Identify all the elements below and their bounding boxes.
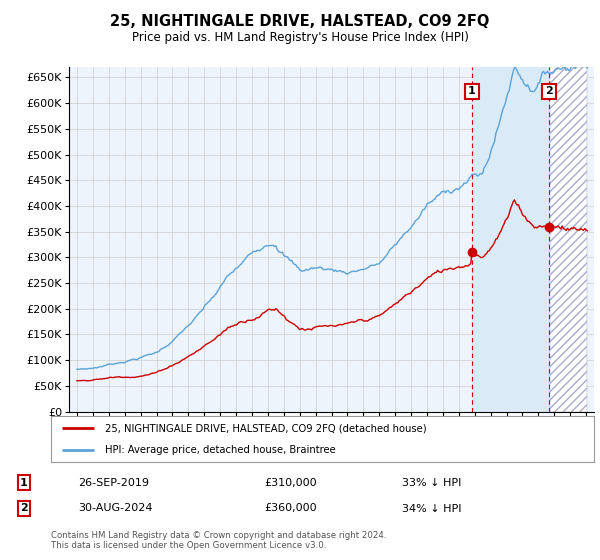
Text: £310,000: £310,000 (264, 478, 317, 488)
Text: 25, NIGHTINGALE DRIVE, HALSTEAD, CO9 2FQ: 25, NIGHTINGALE DRIVE, HALSTEAD, CO9 2FQ (110, 14, 490, 29)
Text: 34% ↓ HPI: 34% ↓ HPI (402, 503, 461, 514)
Text: 30-AUG-2024: 30-AUG-2024 (78, 503, 152, 514)
Text: 2: 2 (545, 86, 553, 96)
Text: 1: 1 (20, 478, 28, 488)
Text: 25, NIGHTINGALE DRIVE, HALSTEAD, CO9 2FQ (detached house): 25, NIGHTINGALE DRIVE, HALSTEAD, CO9 2FQ… (106, 423, 427, 433)
Text: £360,000: £360,000 (264, 503, 317, 514)
Text: 26-SEP-2019: 26-SEP-2019 (78, 478, 149, 488)
Text: 1: 1 (468, 86, 476, 96)
Text: 33% ↓ HPI: 33% ↓ HPI (402, 478, 461, 488)
Text: Contains HM Land Registry data © Crown copyright and database right 2024.
This d: Contains HM Land Registry data © Crown c… (51, 531, 386, 550)
Text: Price paid vs. HM Land Registry's House Price Index (HPI): Price paid vs. HM Land Registry's House … (131, 31, 469, 44)
Text: 2: 2 (20, 503, 28, 514)
Text: HPI: Average price, detached house, Braintree: HPI: Average price, detached house, Brai… (106, 445, 336, 455)
